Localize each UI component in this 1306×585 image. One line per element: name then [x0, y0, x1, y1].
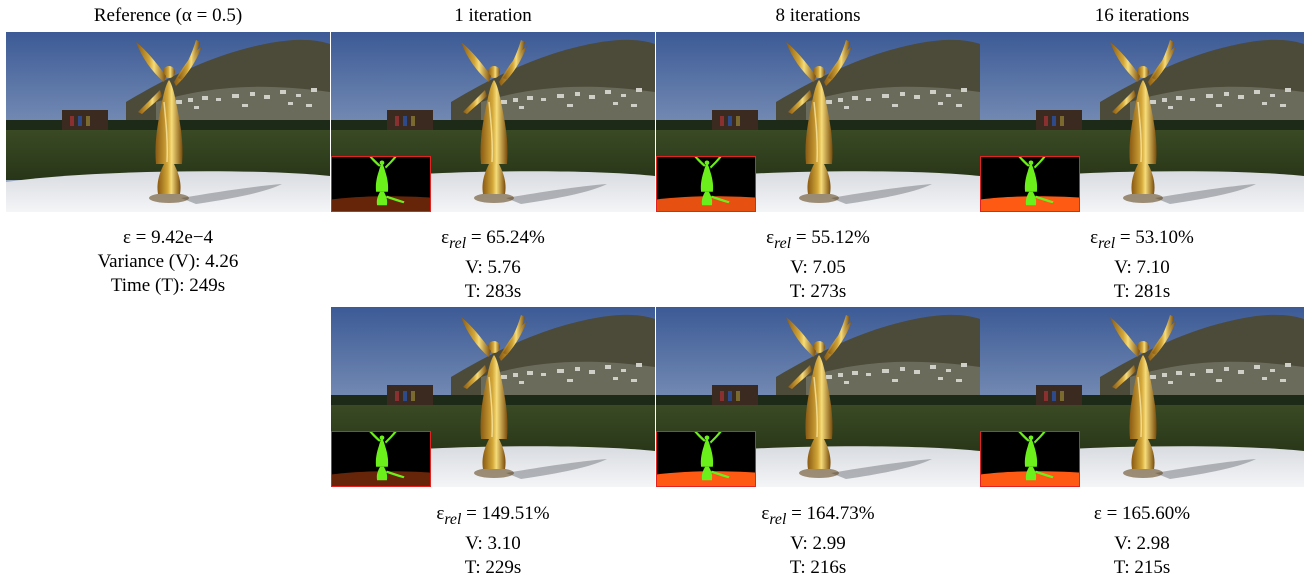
stats-row2-iter8: εrel = 164.73% V: 2.99 T: 216s: [656, 502, 980, 580]
render-row1-iter16: [980, 32, 1304, 212]
error-mask-inset: [656, 431, 756, 487]
reference-render-image: [6, 32, 330, 212]
error-mask-inset: [331, 156, 431, 212]
stats-row2-iter1: εrel = 149.51% V: 3.10 T: 229s: [331, 502, 655, 580]
column-header-1-iteration: 1 iteration: [454, 5, 532, 26]
reference-stats: ε = 9.42e−4 Variance (V): 4.26 Time (T):…: [6, 226, 330, 298]
relative-error: εrel = 53.10%: [1090, 227, 1194, 252]
render-row2-iter8: [656, 307, 980, 487]
error-mask-inset: [980, 431, 1080, 487]
relative-error: εrel = 55.12%: [766, 227, 870, 252]
variance: V: 2.98: [1114, 532, 1170, 554]
error-mask-inset: [980, 156, 1080, 212]
render-row2-iter16: [980, 307, 1304, 487]
render-row2-iter1: [331, 307, 655, 487]
render-row1-iter8: [656, 32, 980, 212]
stats-row1-iter8: εrel = 55.12% V: 7.05 T: 273s: [656, 226, 980, 304]
column-header-reference: Reference (α = 0.5): [93, 5, 243, 26]
stats-row1-iter1: εrel = 65.24% V: 5.76 T: 283s: [331, 226, 655, 304]
stats-row1-iter16: εrel = 53.10% V: 7.10 T: 281s: [980, 226, 1304, 304]
reference-variance: Variance (V): 4.26: [97, 251, 239, 272]
time: T: 273s: [789, 280, 847, 302]
variance: V: 7.10: [1114, 256, 1170, 278]
reference-error: ε = 9.42e−4: [122, 227, 214, 248]
stats-row2-iter16: ε = 165.60% V: 2.98 T: 215s: [980, 502, 1304, 580]
time: T: 215s: [1113, 556, 1171, 578]
variance: V: 7.05: [790, 256, 846, 278]
relative-error: εrel = 65.24%: [441, 227, 545, 252]
relative-error: εrel = 149.51%: [436, 503, 550, 528]
render-row1-iter1: [331, 32, 655, 212]
variance: V: 5.76: [465, 256, 521, 278]
time: T: 281s: [1113, 280, 1171, 302]
column-header-8-iterations: 8 iterations: [775, 5, 861, 26]
error-mask-inset: [331, 431, 431, 487]
error: ε = 165.60%: [1093, 503, 1191, 524]
time: T: 283s: [464, 280, 522, 302]
column-header-16-iterations: 16 iterations: [1094, 5, 1190, 26]
error-mask-inset: [656, 156, 756, 212]
relative-error: εrel = 164.73%: [761, 503, 875, 528]
reference-time: Time (T): 249s: [110, 275, 226, 296]
variance: V: 2.99: [790, 532, 846, 554]
variance: V: 3.10: [465, 532, 521, 554]
time: T: 216s: [789, 556, 847, 578]
time: T: 229s: [464, 556, 522, 578]
